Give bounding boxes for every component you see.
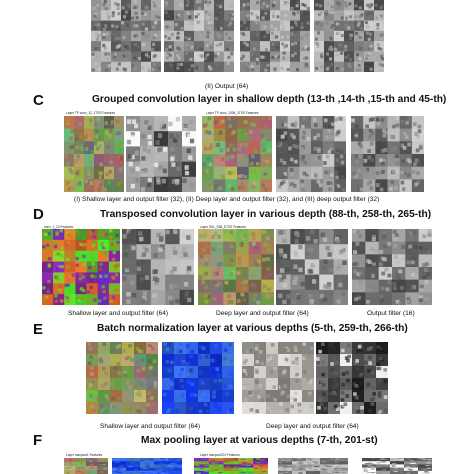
panel-c-letter: C [33, 92, 44, 109]
panel-d-image-4 [276, 229, 348, 305]
panel-c-image-1 [64, 116, 124, 192]
panel-c-image-3 [202, 116, 272, 192]
panel-f-image-1 [64, 458, 108, 474]
panel-f-image-5 [362, 458, 432, 474]
panel-b-image-2 [164, 0, 234, 72]
panel-e-image-1 [86, 342, 158, 414]
panel-d-caption-2: Deep layer and output filter (64) [216, 310, 309, 317]
panel-e-caption-1: Shallow layer and output filter (64) [100, 423, 201, 430]
panel-f-letter: F [33, 432, 43, 449]
panel-d-tiny-label-2: Layer 3DL_S38_ETSS Features [200, 225, 246, 229]
panel-f-image-4 [278, 458, 348, 474]
panel-b-image-1 [91, 0, 161, 72]
panel-d-caption-3: Output filter (16) [367, 310, 415, 317]
panel-c-caption: (I) Shallow layer and output filter (32)… [74, 196, 380, 203]
panel-e-title: Batch normalization layer at various dep… [97, 323, 408, 334]
panel-c-tiny-label-2: Layer TP conv_1306_1TSS Features [206, 111, 259, 115]
panel-e-image-3 [242, 342, 314, 414]
panel-b-caption: (II) Output (64) [205, 83, 249, 90]
panel-b-image-4 [314, 0, 384, 72]
panel-e-image-4 [316, 342, 388, 414]
panel-c-image-2 [126, 116, 196, 192]
panel-d-image-3 [198, 229, 274, 305]
panel-e-caption-2: Deep layer and output filter (64) [266, 423, 359, 430]
panel-d-image-5 [352, 229, 432, 305]
panel-e-image-2 [162, 342, 234, 414]
panel-c-title: Grouped convolution layer in shallow dep… [92, 94, 447, 105]
panel-d-title: Transposed convolution layer in various … [100, 209, 432, 220]
panel-b-image-3 [240, 0, 310, 72]
panel-c-tiny-label-1: Layer TP conv_12_1TSS Features [66, 111, 115, 115]
panel-f-image-2 [112, 458, 182, 474]
panel-e-letter: E [33, 321, 44, 338]
panel-d-image-2 [122, 229, 194, 305]
panel-d-letter: D [33, 206, 44, 223]
panel-c-image-4 [276, 116, 346, 192]
panel-f-tiny-label-1: Layer maxpool1 Features [66, 453, 103, 457]
panel-d-tiny-label-1: conv_1_13 Features [44, 225, 74, 229]
panel-f-image-3 [194, 458, 268, 474]
panel-d-image-1 [42, 229, 120, 305]
panel-f-title: Max pooling layer at various depths (7-t… [141, 435, 378, 446]
panel-d-caption-1: Shallow layer and output filter (64) [68, 310, 169, 317]
panel-c-image-5 [351, 116, 424, 192]
panel-f-tiny-label-2: Layer maxpool201 Features [200, 453, 240, 457]
